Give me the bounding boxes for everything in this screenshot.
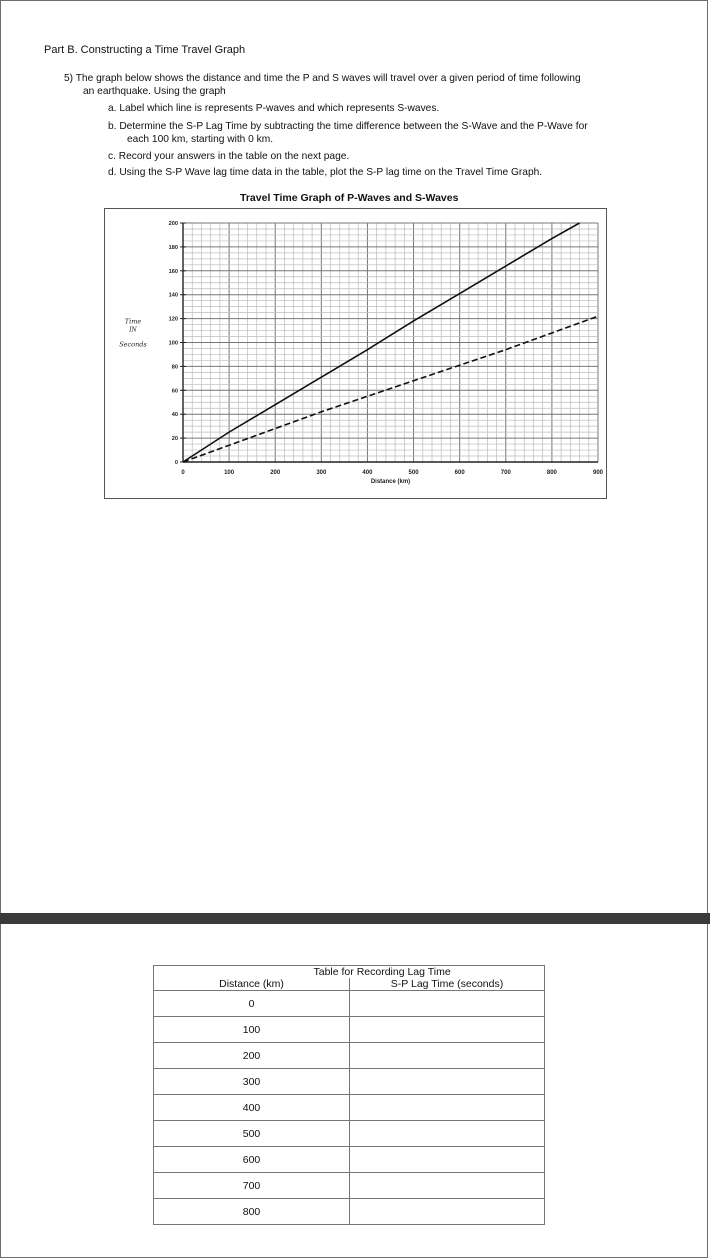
distance-cell: 100 bbox=[153, 1016, 350, 1043]
distance-cell: 500 bbox=[153, 1120, 350, 1147]
question-intro-2: an earthquake. Using the graph bbox=[83, 86, 226, 97]
lag-time-answer-cell[interactable] bbox=[349, 1120, 545, 1147]
distance-cell: 0 bbox=[153, 990, 350, 1017]
y-tick-label: 40 bbox=[172, 412, 178, 418]
table-caption: Table for Recording Lag Time bbox=[314, 965, 545, 978]
lag-time-answer-cell[interactable] bbox=[349, 1172, 545, 1199]
distance-cell: 700 bbox=[153, 1172, 350, 1199]
lag-time-table: Table for Recording Lag Time Distance (k… bbox=[153, 965, 545, 1225]
travel-time-chart: 0 100 200 300 400 500 600 700 800 900 0 20 40 60 80 100… bbox=[104, 208, 607, 499]
page-divider bbox=[0, 913, 710, 924]
solid-wave-line bbox=[182, 222, 580, 463]
x-tick-label: 0 bbox=[181, 470, 185, 476]
y-axis-label-handwritten: IN bbox=[128, 327, 137, 334]
table-row: 500 bbox=[153, 1120, 545, 1147]
x-axis-label: Distance (km) bbox=[371, 479, 410, 485]
table-row: 100 bbox=[153, 1016, 545, 1043]
table-row: 0 bbox=[153, 990, 545, 1017]
lag-time-answer-cell[interactable] bbox=[349, 990, 545, 1017]
y-tick-label: 120 bbox=[169, 317, 178, 323]
part-title: Part B. Constructing a Time Travel Graph bbox=[44, 44, 246, 56]
table-row: 600 bbox=[153, 1146, 545, 1173]
y-tick-label: 60 bbox=[172, 388, 178, 394]
lag-time-answer-cell[interactable] bbox=[349, 1094, 545, 1121]
x-tick-label: 700 bbox=[501, 470, 512, 476]
y-tick-label: 0 bbox=[175, 460, 178, 466]
y-tick-label: 200 bbox=[169, 221, 178, 227]
y-tick-label: 180 bbox=[169, 245, 178, 251]
x-tick-label: 800 bbox=[547, 470, 558, 476]
question-item-a: a. Label which line is represents P-wave… bbox=[108, 103, 440, 114]
x-tick-label: 600 bbox=[455, 470, 466, 476]
table-row: 800 bbox=[153, 1198, 545, 1225]
distance-cell: 200 bbox=[153, 1042, 350, 1069]
x-tick-label: 100 bbox=[224, 470, 235, 476]
question-item-b-2: each 100 km, starting with 0 km. bbox=[127, 134, 274, 145]
lag-time-answer-cell[interactable] bbox=[349, 1042, 545, 1069]
table-row: 200 bbox=[153, 1042, 545, 1069]
table-row: 700 bbox=[153, 1172, 545, 1199]
x-tick-label: 200 bbox=[270, 470, 281, 476]
y-axis-label-handwritten: Seconds bbox=[119, 341, 147, 349]
distance-cell: 600 bbox=[153, 1146, 350, 1173]
x-tick-label: 900 bbox=[593, 470, 604, 476]
chart-canvas: 0 100 200 300 400 500 600 700 800 900 0 20 40 60 80 100… bbox=[119, 221, 604, 485]
y-tick-label: 80 bbox=[172, 364, 178, 370]
question-item-d: d. Using the S-P Wave lag time data in t… bbox=[108, 167, 543, 178]
x-tick-label: 300 bbox=[316, 470, 327, 476]
table-caption-text: Table for Recording Lag Time bbox=[313, 966, 451, 978]
lag-time-answer-cell[interactable] bbox=[349, 1016, 545, 1043]
question-item-c: c. Record your answers in the table on t… bbox=[108, 151, 350, 162]
question-intro-1: 5) The graph below shows the distance an… bbox=[64, 73, 581, 84]
lag-time-answer-cell[interactable] bbox=[349, 1198, 545, 1225]
y-tick-label: 140 bbox=[169, 293, 178, 299]
header-lag-time: S-P Lag Time (seconds) bbox=[349, 978, 545, 991]
table-row: 400 bbox=[153, 1094, 545, 1121]
x-tick-label: 500 bbox=[409, 470, 420, 476]
lag-time-answer-cell[interactable] bbox=[349, 1068, 545, 1095]
distance-cell: 300 bbox=[153, 1068, 350, 1095]
header-distance: Distance (km) bbox=[153, 978, 350, 991]
question-item-b-1: b. Determine the S-P Lag Time by subtrac… bbox=[108, 121, 588, 132]
y-tick-label: 160 bbox=[169, 269, 178, 275]
worksheet-page-1: Part B. Constructing a Time Travel Graph… bbox=[0, 0, 708, 916]
chart-title: Travel Time Graph of P-Waves and S-Waves bbox=[240, 192, 459, 204]
distance-cell: 400 bbox=[153, 1094, 350, 1121]
caption-left-cell bbox=[153, 965, 350, 978]
y-axis-label-handwritten: Time bbox=[125, 318, 142, 326]
table-row: 300 bbox=[153, 1068, 545, 1095]
y-tick-label: 20 bbox=[172, 436, 178, 442]
distance-cell: 800 bbox=[153, 1198, 350, 1225]
x-tick-label: 400 bbox=[362, 470, 373, 476]
dashed-wave-line bbox=[182, 315, 599, 463]
y-tick-label: 100 bbox=[169, 341, 178, 347]
lag-time-answer-cell[interactable] bbox=[349, 1146, 545, 1173]
